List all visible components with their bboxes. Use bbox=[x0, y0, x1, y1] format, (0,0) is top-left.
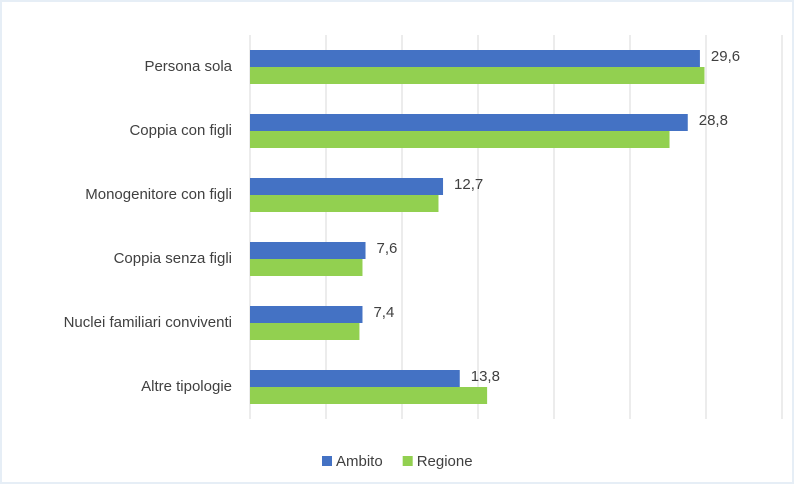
y-tick-label: Monogenitore con figli bbox=[85, 186, 232, 203]
bar bbox=[250, 131, 670, 148]
data-label: 13,8 bbox=[471, 368, 500, 385]
legend-swatch bbox=[402, 456, 413, 466]
y-tick-label: Coppia senza figli bbox=[114, 250, 232, 267]
legend-label: Regione bbox=[417, 453, 473, 470]
y-tick-label: Persona sola bbox=[144, 58, 232, 75]
legend-swatch bbox=[322, 456, 332, 466]
bar bbox=[250, 195, 439, 212]
data-label: 12,7 bbox=[454, 176, 483, 193]
data-label: 7,4 bbox=[373, 304, 394, 321]
bar bbox=[250, 50, 700, 67]
bar bbox=[250, 306, 363, 323]
y-tick-label: Coppia con figli bbox=[129, 122, 232, 139]
data-label: 29,6 bbox=[711, 48, 740, 65]
bar bbox=[250, 370, 460, 387]
legend-label: Ambito bbox=[336, 453, 383, 470]
y-tick-label: Nuclei familiari conviventi bbox=[64, 314, 232, 331]
bar bbox=[250, 178, 444, 195]
data-label: 7,6 bbox=[377, 240, 398, 257]
bar bbox=[250, 242, 366, 259]
bar bbox=[250, 387, 488, 404]
bar bbox=[250, 323, 360, 340]
bar bbox=[250, 67, 705, 84]
bar bbox=[250, 259, 363, 276]
y-tick-label: Altre tipologie bbox=[141, 378, 232, 395]
bar bbox=[250, 114, 688, 131]
data-label: 28,8 bbox=[699, 112, 728, 129]
